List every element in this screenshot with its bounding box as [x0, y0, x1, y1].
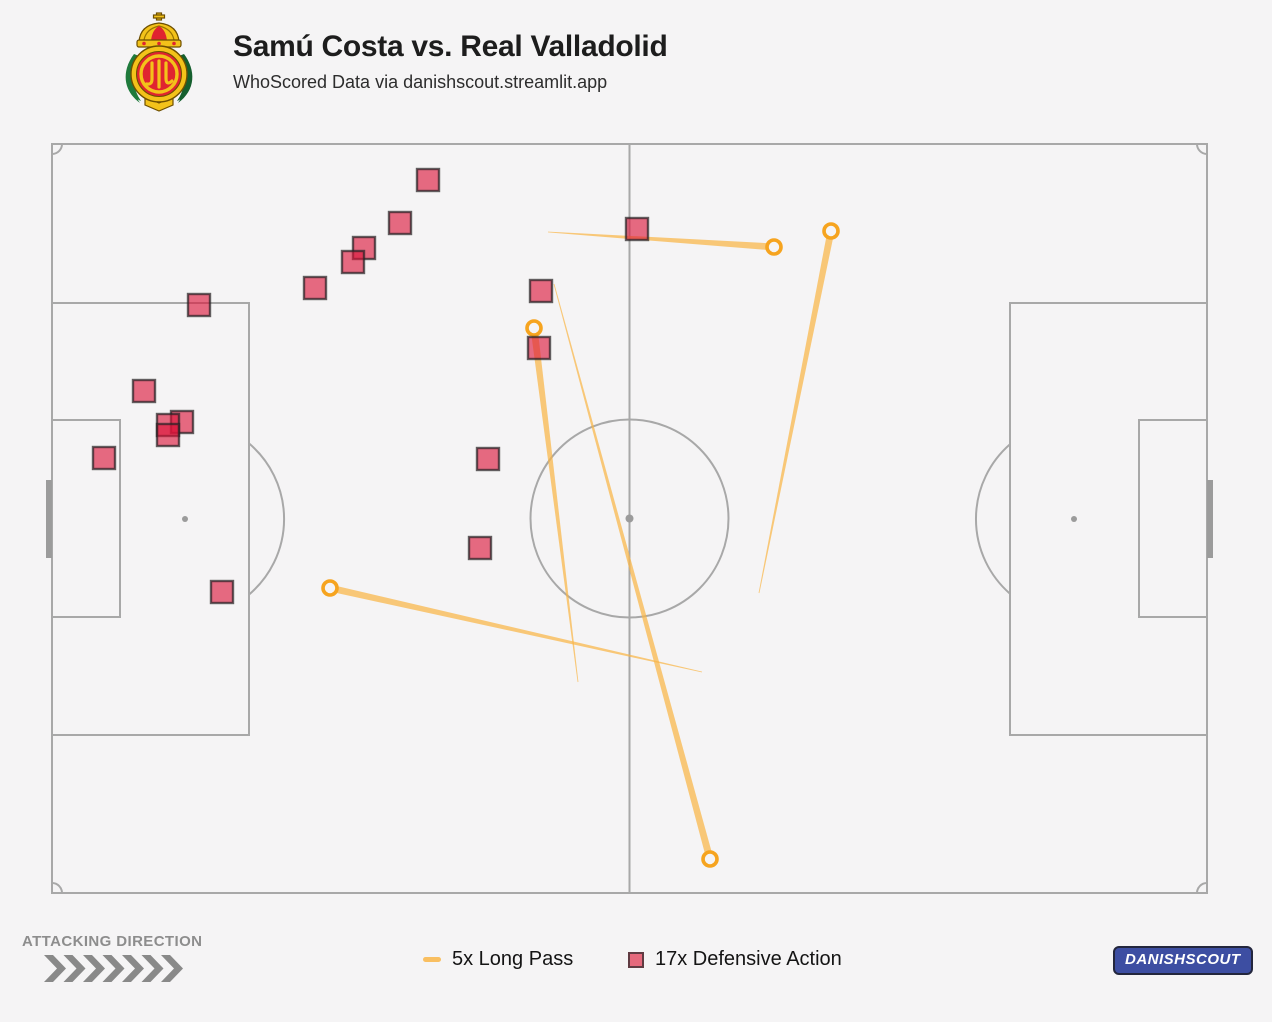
header: Samú Costa vs. Real Valladolid WhoScored… [233, 30, 668, 92]
pitch-spots [182, 514, 1077, 523]
long-pass-line [758, 230, 835, 594]
long-pass-line [553, 283, 714, 860]
defensive-actions-layer [91, 167, 650, 605]
corner-arc [1196, 882, 1208, 894]
corner-arc [1196, 143, 1208, 155]
defensive-action-marker [340, 249, 366, 275]
defensive-action-marker [475, 446, 501, 472]
right-penalty-box [1009, 302, 1208, 736]
defensive-action-marker [302, 275, 328, 301]
defensive-action-marker [131, 378, 157, 404]
page-title: Samú Costa vs. Real Valladolid [233, 30, 668, 63]
long-pass-line [329, 584, 703, 673]
long-passes-layer [329, 230, 835, 860]
defensive-action-marker [186, 292, 212, 318]
page-subtitle: WhoScored Data via danishscout.streamlit… [233, 72, 608, 92]
club-crest-mallorca-icon [125, 12, 193, 112]
defensive-action-marker [209, 579, 235, 605]
right-six-yard-box [1138, 419, 1208, 618]
right-penalty-spot [1071, 516, 1077, 522]
legend-item-long-pass: 5x Long Pass [423, 948, 573, 971]
goals [46, 480, 1213, 558]
defensive-action-marker [387, 210, 413, 236]
long-pass-end-ring [701, 850, 719, 868]
long-pass-end-ring [321, 579, 339, 597]
defensive-action-marker [91, 445, 117, 471]
long-pass-swatch-icon [423, 957, 441, 962]
left-penalty-arc [248, 442, 285, 596]
legend-item-defensive-action: 17x Defensive Action [628, 948, 842, 971]
defensive-action-swatch-icon [628, 951, 644, 968]
defensive-action-marker [528, 278, 554, 304]
corner-arc [51, 882, 63, 894]
left-penalty-box [51, 302, 250, 736]
long-pass-end-ring [765, 238, 783, 256]
center-circle [529, 418, 730, 619]
crest-crown [136, 12, 182, 48]
defensive-action-marker [415, 167, 441, 193]
defensive-action-marker [155, 422, 181, 448]
crest-disc [130, 45, 188, 103]
defensive-action-marker [467, 535, 493, 561]
center-spot [625, 514, 634, 523]
long-pass-end-ring [822, 222, 840, 240]
crest-monogram [144, 59, 174, 89]
long-pass-end-ring [525, 319, 543, 337]
attacking-direction-label: ATTACKING DIRECTION [22, 933, 203, 950]
pass-end-rings-layer [321, 222, 840, 868]
defensive-action-marker [526, 335, 552, 361]
laurel-leaves [125, 54, 193, 103]
defensive-action-marker [624, 216, 650, 242]
right-penalty-arc [975, 443, 1011, 595]
left-penalty-spot [182, 516, 188, 522]
legend-long-pass-label: 5x Long Pass [452, 948, 574, 970]
long-pass-line [548, 231, 775, 251]
long-pass-line [530, 327, 579, 683]
legend-defensive-action-label: 17x Defensive Action [655, 948, 842, 970]
attacking-direction-chevrons-icon [44, 955, 183, 982]
danishscout-logo: DANISHSCOUT [1113, 946, 1253, 975]
corner-arc [51, 143, 63, 155]
